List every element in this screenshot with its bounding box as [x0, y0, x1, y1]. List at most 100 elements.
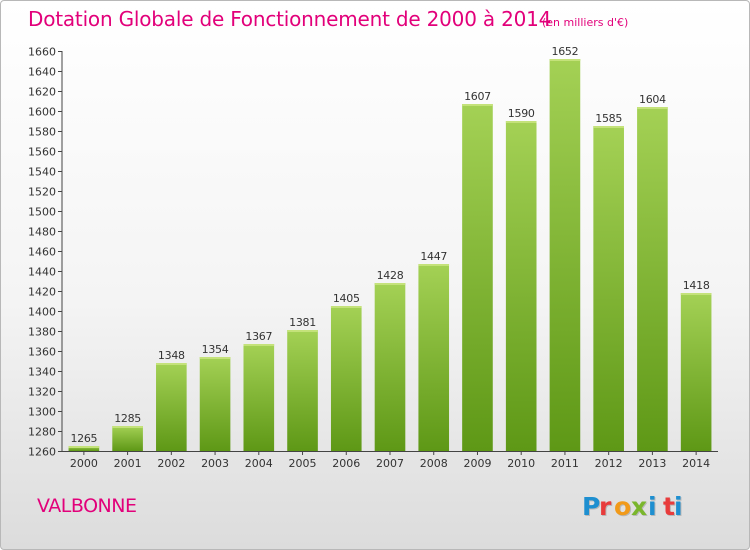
x-tick-label: 2013 — [638, 457, 666, 470]
y-tick-label: 1660 — [28, 46, 56, 59]
x-tick-label: 2003 — [201, 457, 229, 470]
x-tick-label: 2002 — [157, 457, 185, 470]
bar-highlight — [593, 126, 624, 128]
y-tick-label: 1260 — [28, 446, 56, 459]
bar-highlight — [156, 363, 187, 365]
y-tick-label: 1480 — [28, 226, 56, 239]
x-tick-label: 2010 — [507, 457, 535, 470]
x-tick-label: 2000 — [70, 457, 98, 470]
logo-letter: P — [582, 492, 601, 521]
bar — [462, 104, 493, 451]
logo-letter-shadow: r — [600, 493, 613, 522]
logo-letter: t — [663, 492, 675, 521]
bar — [112, 426, 143, 451]
bar-value-label: 1652 — [552, 45, 579, 58]
bar-value-label: 1607 — [464, 90, 491, 103]
x-tick-label: 2009 — [463, 457, 491, 470]
y-tick-label: 1460 — [28, 246, 56, 259]
bar-highlight — [637, 107, 668, 109]
x-tick-label: 2006 — [332, 457, 360, 470]
bar-highlight — [112, 426, 143, 428]
bar-highlight — [462, 104, 493, 106]
bar-value-label: 1285 — [114, 412, 141, 425]
logo-letter-shadow: t — [664, 493, 676, 522]
y-tick-label: 1620 — [28, 86, 56, 99]
x-tick-label: 2001 — [114, 457, 142, 470]
bar — [593, 126, 624, 451]
bar-highlight — [505, 121, 537, 123]
bar-highlight — [68, 446, 100, 448]
bar-value-label: 1585 — [595, 112, 622, 125]
bar — [156, 363, 187, 451]
logo-letter: i — [674, 492, 683, 521]
bar — [374, 283, 406, 451]
bar-highlight — [330, 306, 362, 308]
y-tick-label: 1280 — [28, 426, 56, 439]
y-tick-label: 1400 — [28, 306, 56, 319]
x-tick-label: 2004 — [245, 457, 273, 470]
y-tick-label: 1540 — [28, 166, 56, 179]
y-tick-label: 1640 — [28, 66, 56, 79]
bar-value-label: 1381 — [289, 316, 316, 329]
chart-unit-label: (en milliers d'€) — [542, 16, 629, 29]
y-tick-label: 1560 — [28, 146, 56, 159]
bar-highlight — [680, 293, 712, 295]
logo-letter-shadow: P — [583, 493, 602, 522]
logo-letter: o — [614, 492, 632, 521]
bar-value-label: 1354 — [202, 343, 229, 356]
commune-name: VALBONNE — [37, 495, 137, 517]
y-tick-label: 1520 — [28, 186, 56, 199]
x-tick-label: 2011 — [551, 457, 579, 470]
bar-highlight — [287, 330, 318, 332]
logo-letter-shadow: x — [632, 493, 649, 522]
x-tick-label: 2005 — [289, 457, 317, 470]
logo-letter: x — [631, 492, 648, 521]
bar-highlight — [374, 283, 406, 285]
bar — [243, 344, 275, 451]
bar — [68, 446, 100, 451]
y-tick-label: 1340 — [28, 366, 56, 379]
bar — [287, 330, 318, 451]
bar-value-label: 1447 — [420, 250, 447, 263]
bar-highlight — [243, 344, 275, 346]
bar-value-label: 1265 — [70, 432, 97, 445]
bar-value-label: 1405 — [333, 292, 360, 305]
x-tick-label: 2008 — [420, 457, 448, 470]
bar-value-label: 1590 — [508, 107, 535, 120]
y-tick-label: 1440 — [28, 266, 56, 279]
bar-highlight — [549, 59, 581, 61]
bar-value-label: 1604 — [639, 93, 666, 106]
bar-highlight — [418, 264, 450, 266]
bar — [680, 293, 712, 451]
bar — [418, 264, 450, 451]
y-tick-label: 1380 — [28, 326, 56, 339]
x-tick-label: 2012 — [595, 457, 623, 470]
bar — [330, 306, 362, 451]
bar — [199, 357, 231, 451]
bar-value-label: 1428 — [377, 269, 404, 282]
logo-letter-shadow: o — [615, 493, 633, 522]
y-tick-label: 1500 — [28, 206, 56, 219]
x-tick-label: 2007 — [376, 457, 404, 470]
y-tick-label: 1600 — [28, 106, 56, 119]
logo-letter-shadow: i — [675, 493, 684, 522]
bar — [549, 59, 581, 451]
y-tick-label: 1300 — [28, 406, 56, 419]
y-tick-label: 1360 — [28, 346, 56, 359]
x-tick-label: 2014 — [682, 457, 710, 470]
y-tick-label: 1320 — [28, 386, 56, 399]
bar — [505, 121, 537, 451]
logo-letter: i — [648, 492, 657, 521]
bar — [637, 107, 668, 451]
bar-value-label: 1418 — [683, 279, 710, 292]
y-tick-label: 1580 — [28, 126, 56, 139]
logo-letter-shadow: i — [649, 493, 658, 522]
chart-title: Dotation Globale de Fonctionnement de 20… — [28, 7, 552, 31]
logo-letter: r — [599, 492, 612, 521]
bar-highlight — [199, 357, 231, 359]
y-tick-label: 1420 — [28, 286, 56, 299]
bar-value-label: 1348 — [158, 349, 185, 362]
